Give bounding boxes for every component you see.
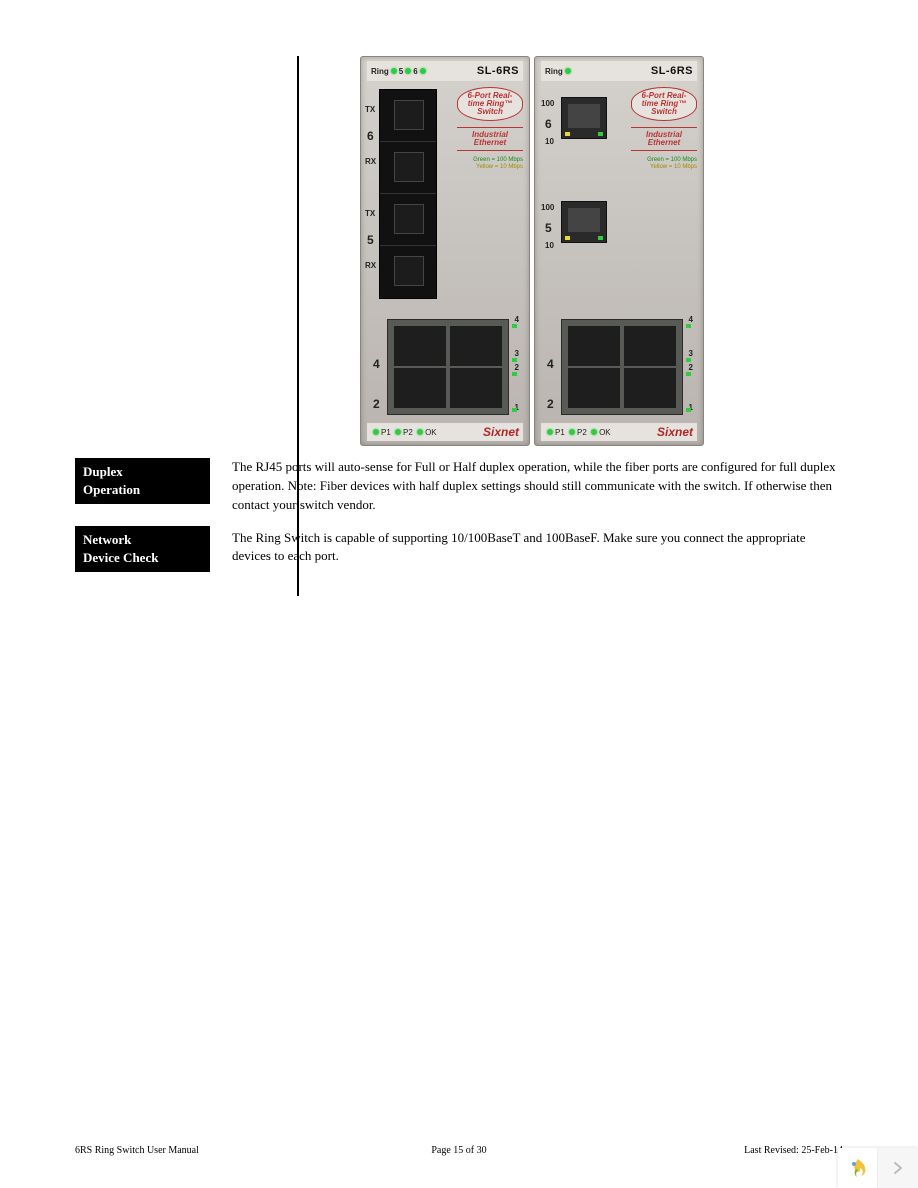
ok-label: OK <box>425 428 437 437</box>
port2-big: 2 <box>547 397 554 411</box>
rj45-port-5 <box>561 201 607 243</box>
p2-led-icon <box>395 429 401 435</box>
ring-led-icon <box>565 68 571 74</box>
rj-10: 10 <box>545 137 554 146</box>
rj-100: 100 <box>541 203 554 212</box>
speed-yellow: Yellow = 10 Mbps <box>476 164 523 170</box>
paragraph-duplex: The RJ45 ports will auto-sense for Full … <box>232 458 845 515</box>
model-label: SL-6RS <box>651 65 693 77</box>
port6-big: 6 <box>545 117 552 131</box>
q4: 4 <box>515 315 519 324</box>
p2-label: P2 <box>577 428 587 437</box>
brand-label: Sixnet <box>483 425 519 439</box>
footer-revised-date: Last Revised: 25-Feb-14 <box>587 1145 843 1156</box>
q2: 2 <box>515 363 519 372</box>
rj45-port-6 <box>561 97 607 139</box>
p1-led-icon <box>373 429 379 435</box>
p2-led-icon <box>569 429 575 435</box>
quad-rj45-block <box>561 319 683 415</box>
ok-led-icon <box>591 429 597 435</box>
speed-yellow: Yellow = 10 Mbps <box>650 164 697 170</box>
port5-big: 5 <box>545 221 552 235</box>
ring-label: Ring <box>371 67 389 76</box>
port2-big: 2 <box>373 397 380 411</box>
vertical-divider <box>297 56 299 596</box>
speed-green: Green = 100 Mbps <box>473 157 523 163</box>
page-footer: 6RS Ring Switch User Manual Page 15 of 3… <box>75 1145 843 1156</box>
viewer-corner-widget <box>838 1148 918 1188</box>
oval-badge: 6-Port Real-time Ring™ Switch <box>457 87 523 121</box>
tx-label: TX <box>365 105 375 114</box>
viewer-logo-icon[interactable] <box>838 1148 878 1188</box>
paragraph-network-check: The Ring Switch is capable of supporting… <box>232 529 845 567</box>
ring-label: Ring <box>545 67 563 76</box>
port5-led-icon <box>405 68 411 74</box>
fiber-port-stack <box>379 89 437 299</box>
rj-10: 10 <box>545 241 554 250</box>
port6-led-icon <box>420 68 426 74</box>
product-photo: Ring 5 6 SL-6RS TX 6 RX TX 5 RX <box>360 56 708 446</box>
q3: 3 <box>515 349 519 358</box>
port6-big: 6 <box>367 129 374 143</box>
model-label: SL-6RS <box>477 65 519 77</box>
tx-label: TX <box>365 209 375 218</box>
sidebar-label-network: Network Device Check <box>75 526 210 572</box>
port4-big: 4 <box>373 357 380 371</box>
ok-led-icon <box>417 429 423 435</box>
quad-rj45-block <box>387 319 509 415</box>
p1-led-icon <box>547 429 553 435</box>
viewer-next-button[interactable] <box>878 1148 918 1188</box>
q3: 3 <box>689 349 693 358</box>
device-right: Ring SL-6RS 100 6 10 100 5 10 <box>534 56 704 446</box>
industrial-ethernet-label: Industrial Ethernet <box>457 131 523 147</box>
ok-label: OK <box>599 428 611 437</box>
port5-big: 5 <box>367 233 374 247</box>
device-left: Ring 5 6 SL-6RS TX 6 RX TX 5 RX <box>360 56 530 446</box>
industrial-ethernet-label: Industrial Ethernet <box>631 131 697 147</box>
brand-label: Sixnet <box>657 425 693 439</box>
sidebar-label-duplex: Duplex Operation <box>75 458 210 504</box>
rj-100: 100 <box>541 99 554 108</box>
port5-num: 5 <box>399 67 403 76</box>
speed-green: Green = 100 Mbps <box>647 157 697 163</box>
sidebar-label-line: Device Check <box>83 550 158 565</box>
p2-label: P2 <box>403 428 413 437</box>
rx-label: RX <box>365 157 376 166</box>
footer-doc-title: 6RS Ring Switch User Manual <box>75 1145 331 1156</box>
p1-label: P1 <box>555 428 565 437</box>
footer-page-number: Page 15 of 30 <box>331 1145 587 1156</box>
sidebar-label-line: Network <box>83 532 131 547</box>
port4-big: 4 <box>547 357 554 371</box>
oval-badge: 6-Port Real-time Ring™ Switch <box>631 87 697 121</box>
port6-num: 6 <box>413 67 417 76</box>
sidebar-label-line: Duplex <box>83 464 123 479</box>
sidebar: Duplex Operation Network Device Check <box>75 56 210 594</box>
ring-led-icon <box>391 68 397 74</box>
q2: 2 <box>689 363 693 372</box>
p1-label: P1 <box>381 428 391 437</box>
q4: 4 <box>689 315 693 324</box>
sidebar-label-line: Operation <box>83 482 140 497</box>
rx-label: RX <box>365 261 376 270</box>
